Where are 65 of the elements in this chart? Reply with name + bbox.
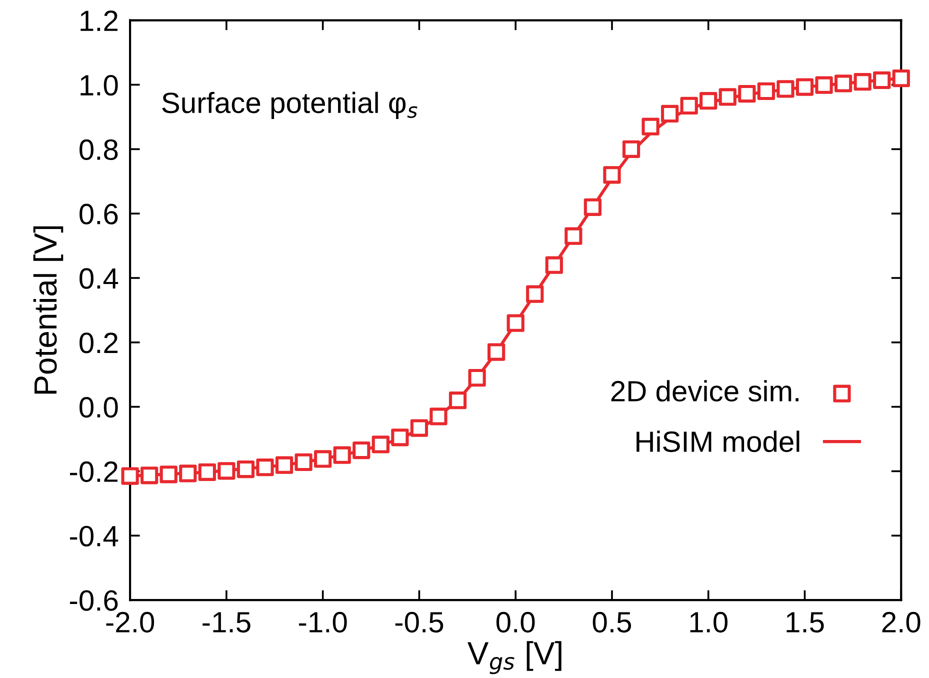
point: [430, 408, 448, 426]
point: [545, 256, 563, 274]
y-tick-label: 0.4: [80, 268, 118, 289]
y-tick-label: -0.6: [70, 590, 118, 611]
point: [179, 464, 197, 482]
legend-label: 2D device sim.: [611, 380, 798, 402]
y-tick-label: 0.8: [80, 139, 118, 160]
point: [834, 74, 852, 92]
point: [236, 460, 255, 478]
x-tick-label: 1.5: [786, 612, 824, 633]
x-tick-label: 0.5: [592, 612, 632, 633]
y-tick-label: 1.2: [80, 10, 118, 31]
point: [468, 369, 486, 387]
point: [275, 456, 294, 474]
point: [757, 82, 776, 100]
point: [333, 446, 351, 464]
x-tick-label: 2.0: [882, 612, 920, 633]
point: [410, 419, 428, 437]
point: [776, 80, 794, 98]
y-tick-label: -0.4: [70, 526, 118, 546]
point: [892, 69, 910, 88]
point: [314, 450, 332, 468]
point: [448, 392, 467, 410]
x-tick-label: -1.5: [202, 612, 250, 633]
point: [738, 84, 756, 103]
point: [506, 314, 524, 332]
x-tick-label: -0.5: [395, 612, 444, 633]
point: [564, 227, 582, 245]
x-tick-label: 0.0: [496, 612, 535, 633]
x-axis-title: V$_{gs}$ [V]: [468, 641, 562, 674]
point: [526, 285, 544, 303]
y-tick-label: 0.2: [80, 332, 118, 354]
y-tick-label: 1.0: [80, 74, 118, 96]
point: [140, 466, 158, 484]
point: [718, 88, 736, 106]
point: [854, 73, 872, 91]
legend-label: HiSIM model: [636, 430, 800, 452]
point: [603, 166, 621, 184]
point: [218, 462, 236, 480]
x-tick-label: -2.0: [106, 612, 154, 633]
point: [352, 441, 370, 460]
point: [873, 71, 891, 90]
point: [700, 92, 718, 110]
point: [372, 436, 390, 454]
point: [642, 118, 660, 136]
x-tick-label: -1.0: [298, 612, 347, 633]
point: [660, 104, 679, 123]
point: [198, 463, 216, 481]
point: [391, 428, 409, 446]
point: [160, 466, 178, 484]
point: [815, 76, 833, 94]
point: [680, 96, 698, 114]
y-axis-title: Potential [V]: [33, 226, 64, 394]
x-tick-label: 1.0: [690, 612, 728, 633]
point: [488, 343, 506, 361]
point: [294, 453, 312, 472]
point: [584, 198, 602, 216]
point: [121, 467, 139, 485]
y-tick-label: 0.6: [80, 204, 118, 224]
point: [622, 140, 640, 158]
point: [256, 458, 274, 476]
point: [796, 78, 814, 96]
annotation: Surface potential φ$_{s}$: [162, 92, 418, 119]
y-tick-label: 0.0: [80, 397, 118, 418]
y-tick-label: -0.2: [70, 461, 118, 482]
